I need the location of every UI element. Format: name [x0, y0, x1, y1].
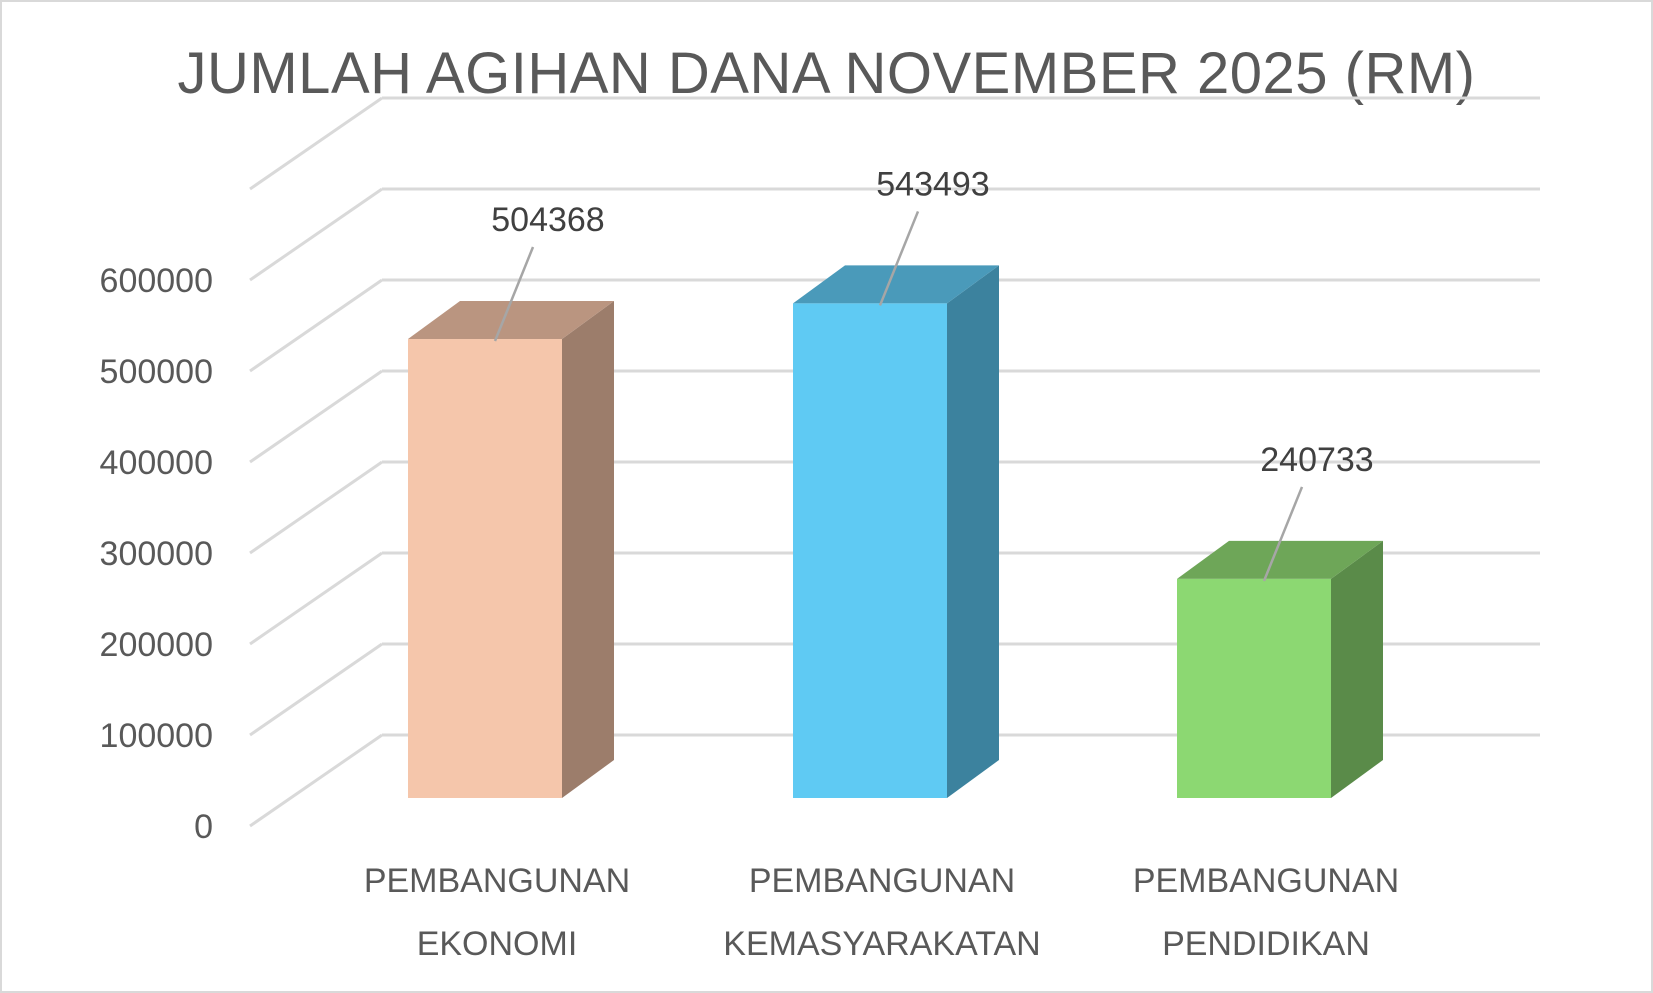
y-tick-label: 100000 [100, 717, 213, 755]
bar-top [1177, 540, 1383, 579]
category-label: PEMBANGUNAN [1133, 862, 1399, 900]
y-tick-label: 300000 [100, 535, 213, 573]
gridline-side [249, 733, 383, 828]
category-label: KEMASYARAKATAN [723, 925, 1040, 963]
data-label-leader [1262, 486, 1304, 582]
gridline-side [249, 460, 383, 555]
bar-front [408, 339, 562, 798]
data-label: 240733 [1260, 441, 1373, 479]
y-tick-label: 600000 [100, 262, 213, 300]
category-label: PEMBANGUNAN [364, 862, 630, 900]
y-tick-label: 0 [194, 808, 213, 846]
bar-front [1177, 578, 1331, 798]
gridline-side [249, 642, 383, 737]
bar-front [793, 303, 947, 798]
data-label-leader [878, 210, 920, 306]
gridline-side [249, 187, 383, 282]
y-tick-label: 400000 [100, 444, 213, 482]
data-label-leader [493, 246, 535, 342]
bar-side [947, 265, 999, 798]
y-tick-label: 500000 [100, 353, 213, 391]
chart-title: JUMLAH AGIHAN DANA NOVEMBER 2025 (RM) [177, 41, 1476, 106]
bar-top [408, 301, 614, 340]
category-label: PEMBANGUNAN [749, 862, 1015, 900]
data-label: 504368 [491, 201, 604, 239]
bar-side [562, 301, 614, 798]
category-label: EKONOMI [417, 925, 578, 963]
bar-top [793, 265, 999, 304]
y-tick-label: 200000 [100, 626, 213, 664]
data-label: 543493 [876, 165, 989, 203]
gridline-side [249, 369, 383, 464]
bar-side [1331, 540, 1383, 798]
category-label: PENDIDIKAN [1162, 925, 1370, 963]
gridline-side [249, 551, 383, 646]
gridline-side [249, 278, 383, 373]
gridline-side [249, 96, 383, 191]
